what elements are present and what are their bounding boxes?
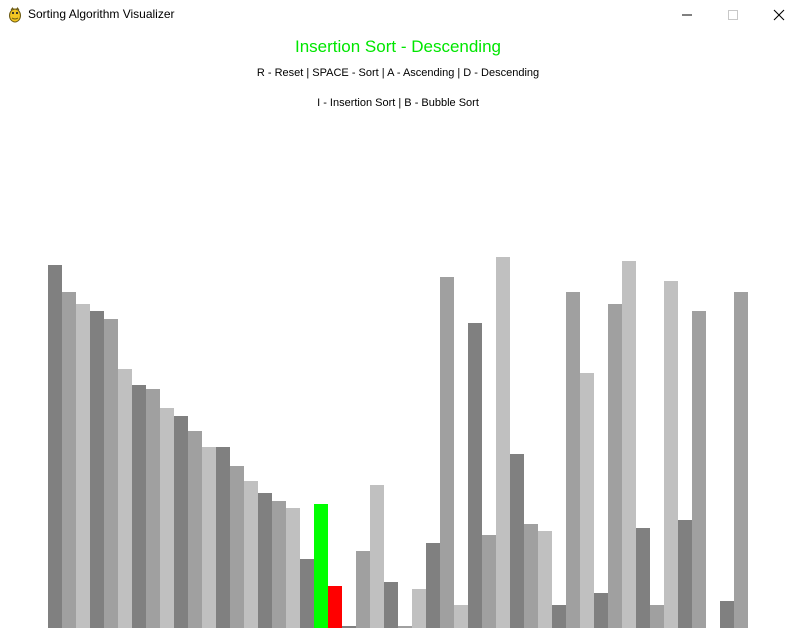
bar-6 [118,369,132,628]
bar-29 [440,277,454,628]
bar-49 [720,601,734,628]
bar-23 [356,551,370,628]
bar-40 [594,593,608,628]
bar-30 [454,605,468,628]
bar-chart [0,30,802,632]
bar-45 [664,281,678,628]
visualizer-canvas[interactable]: Insertion Sort - Descending R - Reset | … [0,30,802,632]
bar-38 [566,292,580,628]
python-snake-icon [8,7,22,23]
bar-41 [608,304,622,628]
bar-33 [496,257,510,628]
bar-25 [384,582,398,628]
bar-16 [258,493,272,628]
bar-44 [650,605,664,628]
bar-5 [104,319,118,628]
bar-10 [174,416,188,628]
title-bar[interactable]: Sorting Algorithm Visualizer [0,0,802,30]
bar-32 [482,535,496,628]
close-icon [773,9,785,21]
bar-47 [692,311,706,628]
bar-27 [412,589,426,628]
bar-43 [636,528,650,628]
bar-20 [314,504,328,628]
maximize-button[interactable] [710,0,756,30]
bar-8 [146,389,160,628]
bar-17 [272,501,286,628]
bar-7 [132,385,146,628]
bar-19 [300,559,314,628]
controls-hint-secondary: I - Insertion Sort | B - Bubble Sort [317,97,479,109]
close-button[interactable] [756,0,802,30]
bar-46 [678,520,692,628]
bar-12 [202,447,216,628]
controls-hint-primary: R - Reset | SPACE - Sort | A - Ascending… [256,67,540,79]
bar-9 [160,408,174,628]
bar-22 [342,626,356,628]
bar-3 [76,304,90,628]
bar-31 [468,323,482,628]
bar-11 [188,431,202,628]
maximize-icon [728,10,738,20]
bar-50 [734,292,748,628]
bar-24 [370,485,384,628]
bar-42 [622,261,636,628]
bar-28 [426,543,440,628]
bar-13 [216,447,230,628]
bar-34 [510,454,524,628]
bar-18 [286,508,300,628]
window-title: Sorting Algorithm Visualizer [28,7,175,21]
bar-15 [244,481,258,628]
minimize-icon [682,14,692,16]
bar-4 [90,311,104,628]
bar-26 [398,626,412,628]
bar-21 [328,586,342,628]
bar-1 [48,265,62,628]
bar-14 [230,466,244,628]
bar-36 [538,531,552,628]
algorithm-title: Insertion Sort - Descending [295,37,501,56]
bar-35 [524,524,538,628]
bar-2 [62,292,76,628]
bar-37 [552,605,566,628]
bar-39 [580,373,594,628]
minimize-button[interactable] [664,0,710,30]
